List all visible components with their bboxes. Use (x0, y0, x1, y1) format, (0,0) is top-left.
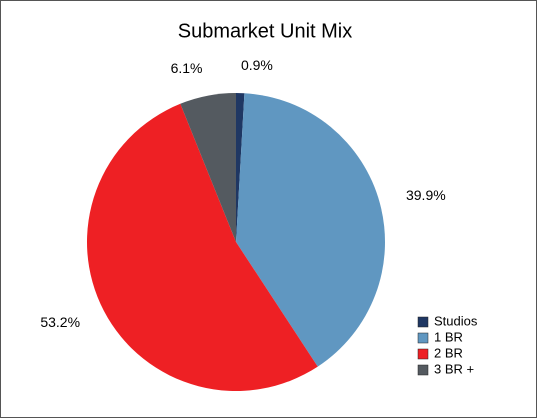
legend-swatch (417, 348, 429, 360)
legend-swatch (417, 364, 429, 376)
legend-label: Studios (434, 313, 478, 328)
legend-swatch (417, 332, 429, 344)
data-label: 53.2% (40, 314, 80, 330)
data-label: 0.9% (241, 57, 273, 73)
data-label: 39.9% (406, 187, 446, 203)
pie-slice (180, 93, 236, 242)
legend-label: 3 BR + (434, 361, 474, 376)
legend-label: 1 BR (434, 329, 463, 344)
data-label: 6.1% (171, 60, 203, 76)
pie-slice (236, 93, 385, 367)
pie-slice (236, 93, 245, 242)
legend-swatch (417, 316, 429, 328)
pie-slice (87, 103, 318, 391)
chart-title: Submarket Unit Mix (178, 20, 353, 42)
legend-label: 2 BR (434, 345, 463, 360)
